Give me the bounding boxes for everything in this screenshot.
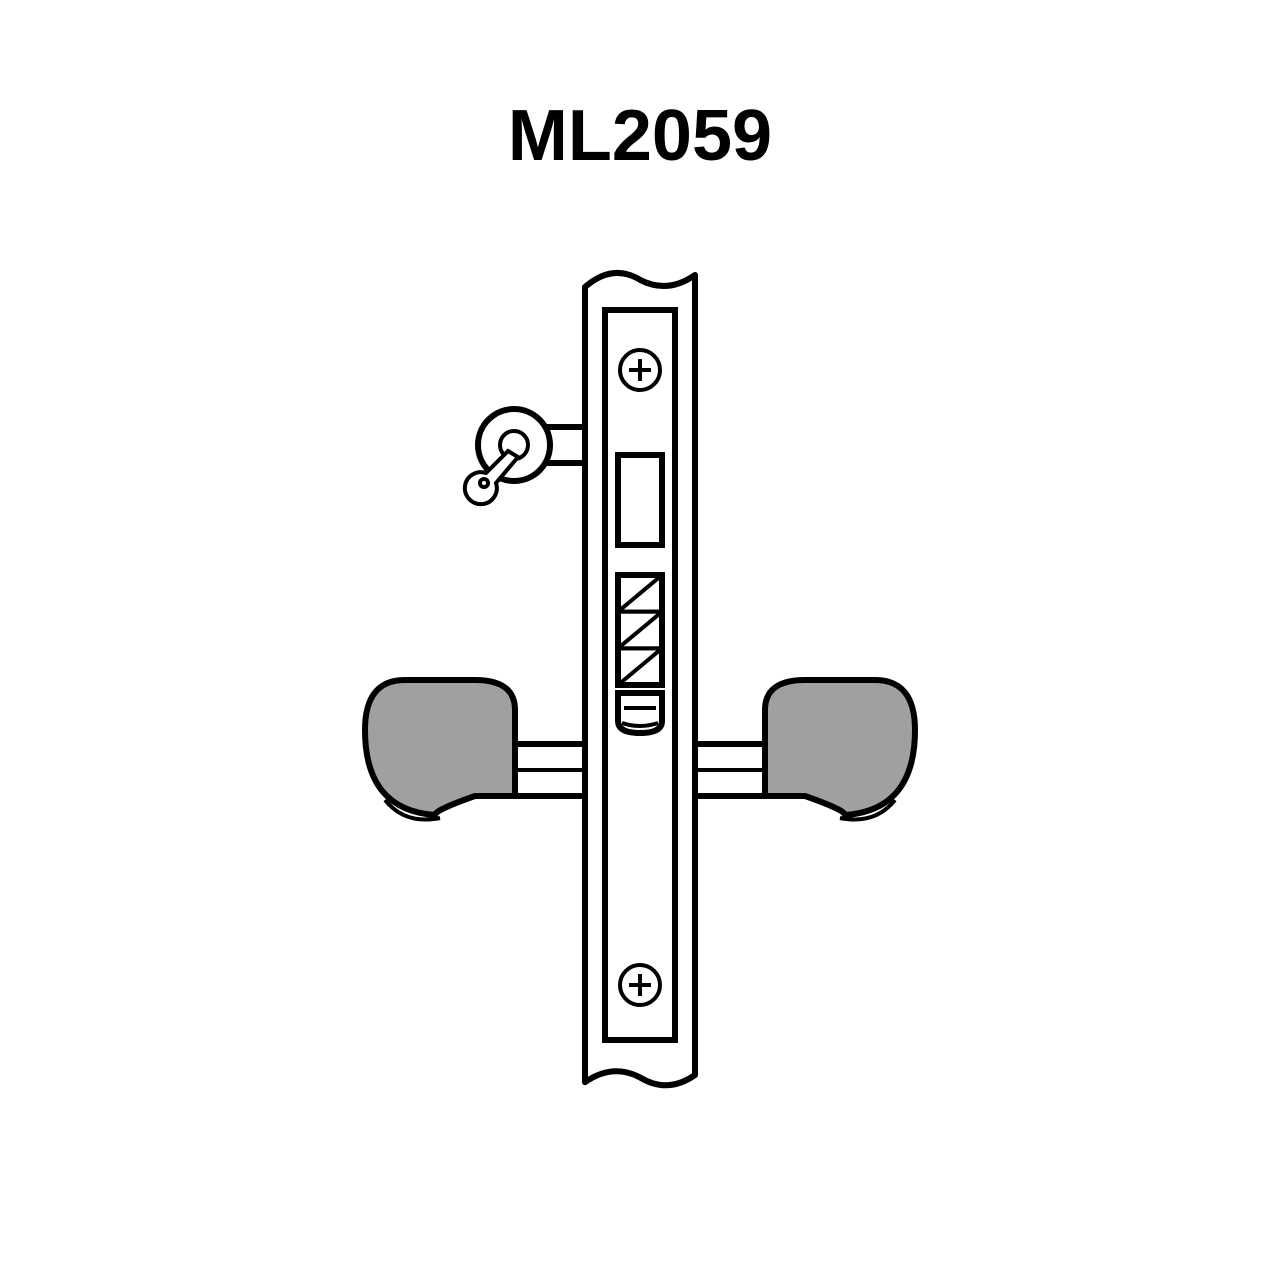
lock-diagram xyxy=(0,0,1280,1280)
left-handle-lever xyxy=(365,680,515,815)
diagram-canvas: ML2059 xyxy=(0,0,1280,1280)
right-handle-lever xyxy=(765,680,915,815)
